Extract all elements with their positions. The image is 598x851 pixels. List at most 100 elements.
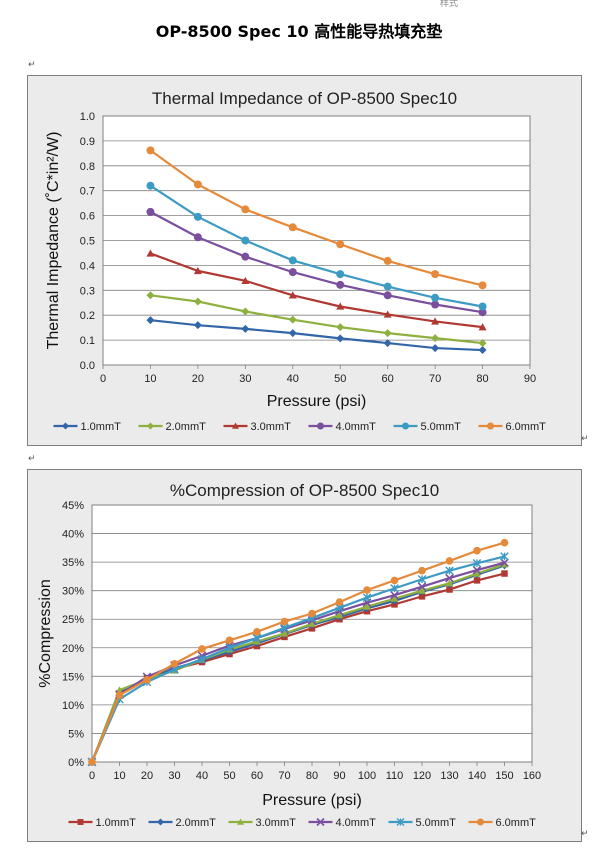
series-line (90, 541, 505, 763)
x-tick-label: 130 (440, 770, 458, 782)
x-tick-label: 70 (278, 770, 290, 782)
data-point (418, 566, 426, 575)
compression-chart: %Compression of OP-8500 Spec10 0% 5% 10% 15%… (27, 469, 582, 842)
data-point (241, 307, 250, 316)
data-point (241, 236, 250, 245)
data-point (280, 617, 289, 626)
y-tick-label: 0.7 (80, 186, 95, 198)
legend-label: 3.0mmT (251, 421, 292, 433)
x-tick-label: 160 (523, 770, 541, 782)
data-point (241, 252, 250, 261)
data-point (197, 654, 207, 664)
x-axis-label: Pressure (psi) (267, 393, 367, 410)
header-text: 样式 (440, 0, 459, 8)
y-tick-label: 0.2 (80, 310, 95, 322)
data-point (288, 223, 297, 232)
x-tick-label: 120 (413, 770, 431, 782)
data-point (193, 321, 202, 330)
data-point (288, 329, 297, 338)
x-tick-label: 150 (495, 770, 513, 782)
series-line (149, 210, 483, 314)
data-point (445, 557, 454, 565)
x-tick-label: 80 (306, 770, 318, 782)
data-point (383, 329, 392, 338)
y-axis-label: Thermal Impedance (˚C*in²/W) (45, 132, 62, 350)
y-tick-label: 0.1 (80, 335, 95, 347)
x-tick-label: 70 (429, 373, 441, 385)
thermal-impedance-chart: Thermal Impedance of OP-8500 Spec10 0.0 0.… (27, 75, 582, 446)
x-tick-label: 40 (196, 770, 208, 782)
legend-item: 1.0mmT (53, 421, 122, 433)
data-point (500, 558, 509, 568)
paragraph-mark: ↵ (28, 60, 36, 70)
data-point (500, 560, 509, 568)
y-tick-label: 40% (62, 529, 84, 541)
y-tick-label: 25% (62, 614, 84, 626)
data-point (431, 270, 440, 279)
data-point (431, 300, 440, 309)
x-tick-label: 50 (334, 373, 346, 385)
y-tick-label: 0.5 (80, 236, 95, 248)
data-point (237, 818, 244, 825)
data-point (146, 249, 155, 257)
data-point (77, 819, 84, 825)
legend-label: 5.0mmT (416, 817, 457, 829)
x-tick-label: 110 (386, 770, 404, 782)
series-5.0mmT (146, 181, 487, 311)
data-point (431, 293, 440, 302)
data-point (241, 276, 250, 285)
x-tick-label: 90 (524, 373, 536, 385)
data-point (146, 146, 155, 155)
data-point (146, 207, 155, 216)
legend-label: 1.0mmT (96, 817, 137, 829)
data-point (336, 334, 345, 343)
data-point (477, 818, 484, 826)
data-point (316, 817, 325, 827)
data-point (288, 315, 297, 324)
data-point (193, 212, 202, 221)
legend-label: 6.0mmT (506, 421, 547, 433)
data-point (146, 181, 155, 190)
data-point (288, 256, 297, 265)
y-tick-label: 10% (62, 700, 84, 712)
x-tick-label: 40 (287, 373, 299, 385)
series-6.0mmT (146, 146, 487, 290)
y-tick-label: 1.0 (80, 111, 95, 123)
data-point (418, 593, 426, 600)
series-1.0mmT (146, 316, 487, 355)
series-2.0mmT (146, 291, 487, 348)
data-point (288, 291, 297, 299)
legend-label: 6.0mmT (496, 817, 537, 829)
legend-item: 1.0mmT (68, 817, 137, 829)
y-tick-label: 0.4 (80, 260, 95, 272)
data-point (402, 422, 409, 430)
data-point (170, 659, 179, 668)
legend-label: 4.0mmT (336, 421, 377, 433)
data-point (147, 422, 154, 430)
data-point (390, 594, 399, 602)
data-point (417, 582, 427, 592)
legend-item: 2.0mmT (138, 421, 206, 433)
legend-item: 6.0mmT (478, 421, 547, 433)
series-5.0mmT (87, 552, 509, 767)
data-point (431, 344, 440, 353)
y-tick-label: 0.8 (80, 161, 95, 173)
data-point (383, 310, 392, 318)
data-point (445, 573, 454, 583)
data-point (418, 586, 426, 594)
legend-label: 1.0mmT (81, 421, 122, 433)
x-tick-label: 60 (251, 770, 263, 782)
y-tick-label: 15% (62, 671, 84, 683)
data-point (396, 818, 405, 826)
x-tick-label: 30 (239, 373, 251, 385)
data-point (193, 266, 202, 275)
data-point (336, 302, 345, 310)
legend-item: 3.0mmT (228, 817, 296, 829)
data-point (362, 593, 372, 602)
data-point (478, 302, 487, 311)
x-tick-label: 50 (223, 770, 235, 782)
data-point (253, 627, 261, 636)
x-tick-label: 0 (89, 770, 95, 782)
legend-label: 2.0mmT (176, 817, 217, 829)
legend-item: 2.0mmT (148, 817, 217, 829)
